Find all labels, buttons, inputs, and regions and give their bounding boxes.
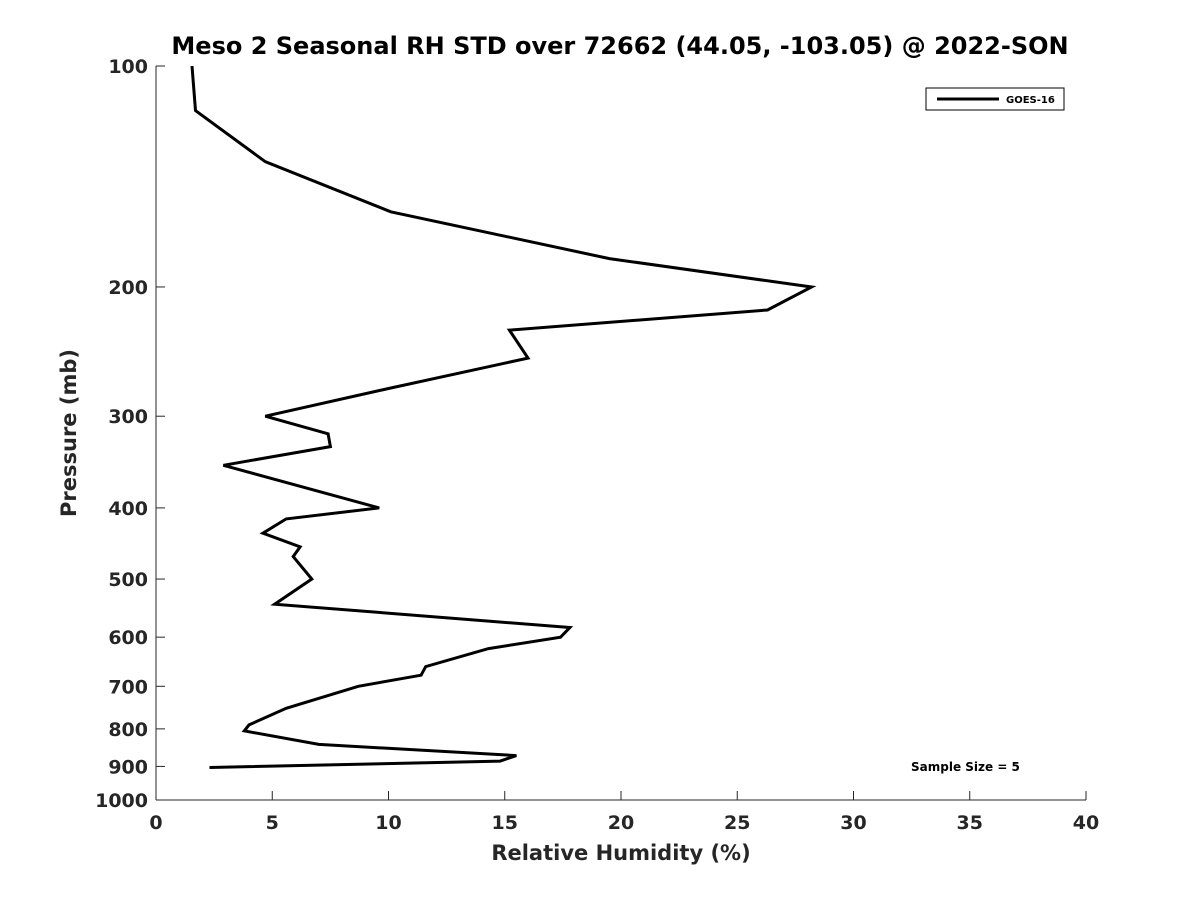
x-tick-label: 35 — [957, 812, 983, 834]
sample-size-annotation: Sample Size = 5 — [911, 760, 1020, 774]
x-axis-label: Relative Humidity (%) — [491, 841, 750, 865]
x-tick-label: 25 — [724, 812, 750, 834]
series-line-goes16 — [190, 65, 817, 769]
x-tick-label: 5 — [266, 812, 279, 834]
y-axis-label: Pressure (mb) — [57, 349, 81, 517]
y-tick-label: 900 — [108, 756, 148, 778]
y-tick-label: 100 — [108, 56, 148, 78]
x-tick-label: 30 — [840, 812, 866, 834]
x-ticks: 0 5 10 15 20 25 30 35 40 — [149, 791, 1099, 834]
plot-area: 0 5 10 15 20 25 30 35 40 100 200 300 400 500 600 700 80… — [95, 56, 1099, 834]
y-tick-label: 800 — [108, 719, 148, 741]
x-tick-label: 40 — [1073, 812, 1099, 834]
x-tick-label: 10 — [375, 812, 401, 834]
x-tick-label: 15 — [492, 812, 518, 834]
x-tick-label: 0 — [149, 812, 162, 834]
y-tick-label: 300 — [108, 406, 148, 428]
y-ticks: 100 200 300 400 500 600 700 800 900 1000 — [95, 56, 165, 812]
y-tick-label: 1000 — [95, 790, 148, 812]
x-tick-label: 20 — [608, 812, 634, 834]
chart-title: Meso 2 Seasonal RH STD over 72662 (44.05… — [171, 32, 1068, 60]
legend-label: GOES-16 — [1006, 95, 1055, 106]
y-tick-label: 600 — [108, 627, 148, 649]
y-tick-label: 200 — [108, 277, 148, 299]
legend: GOES-16 — [925, 87, 1065, 111]
y-tick-label: 700 — [108, 676, 148, 698]
y-tick-label: 400 — [108, 498, 148, 520]
y-tick-label: 500 — [108, 569, 148, 591]
